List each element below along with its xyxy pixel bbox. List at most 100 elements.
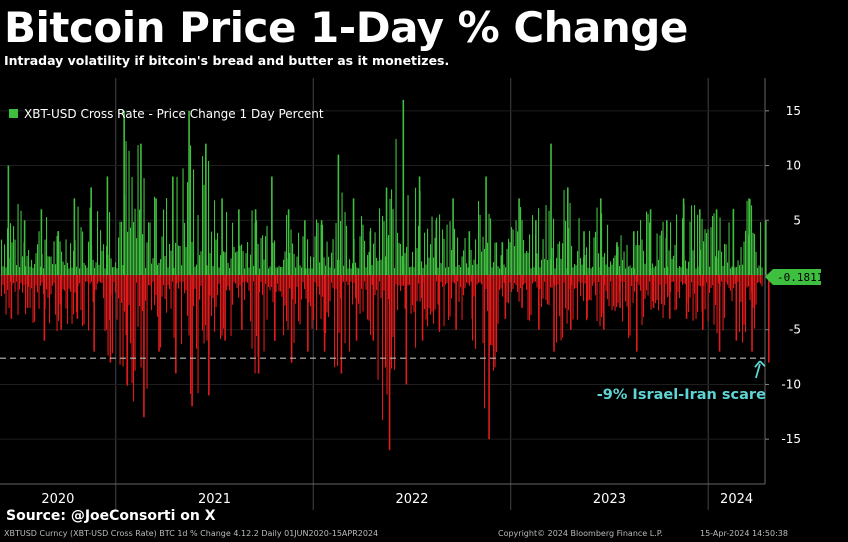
bar-positive bbox=[284, 251, 286, 275]
bar-negative bbox=[419, 275, 421, 302]
bar-positive bbox=[464, 238, 466, 275]
bar-positive bbox=[524, 253, 526, 275]
bar-positive bbox=[574, 264, 576, 275]
bar-negative bbox=[298, 275, 300, 322]
bar-positive bbox=[170, 250, 172, 275]
bar-positive bbox=[268, 268, 270, 275]
bar-negative bbox=[226, 275, 228, 291]
bar-negative bbox=[496, 275, 498, 353]
bar-negative bbox=[605, 275, 607, 292]
bar-negative bbox=[247, 275, 249, 283]
bar-negative bbox=[676, 275, 678, 310]
bar-positive bbox=[307, 239, 309, 275]
bar-positive bbox=[11, 242, 13, 275]
bar-positive bbox=[44, 239, 46, 275]
bar-negative bbox=[559, 275, 561, 317]
bar-positive bbox=[538, 208, 540, 275]
bar-positive bbox=[596, 207, 598, 275]
bar-positive bbox=[98, 264, 100, 275]
bar-positive bbox=[239, 245, 241, 275]
bar-positive bbox=[379, 208, 381, 275]
bar-negative bbox=[32, 275, 34, 323]
bar-positive bbox=[359, 236, 361, 275]
bar-positive bbox=[644, 263, 646, 275]
bar-positive bbox=[256, 220, 258, 275]
bar-negative bbox=[484, 275, 486, 409]
bar-negative bbox=[388, 275, 391, 451]
bar-negative bbox=[709, 275, 711, 294]
legend-label: XBT-USD Cross Rate - Price Change 1 Day … bbox=[24, 107, 324, 121]
bar-negative bbox=[601, 275, 603, 318]
bar-negative bbox=[76, 275, 79, 319]
bar-positive bbox=[188, 110, 190, 275]
bar-positive bbox=[752, 232, 754, 275]
bar-positive bbox=[218, 267, 220, 275]
bar-negative bbox=[568, 275, 570, 311]
bar-negative bbox=[347, 275, 349, 285]
bar-positive bbox=[521, 219, 523, 275]
bar-negative bbox=[289, 275, 291, 289]
bar-positive bbox=[47, 256, 49, 275]
bar-negative bbox=[334, 275, 336, 368]
bar-positive bbox=[209, 253, 211, 275]
chart-axis: 20202021202220232024151050-5-10-15-0.181… bbox=[41, 104, 823, 507]
bar-positive bbox=[123, 110, 125, 275]
bar-positive bbox=[659, 235, 661, 275]
bar-negative bbox=[455, 275, 457, 330]
bar-negative bbox=[10, 275, 12, 282]
bar-positive bbox=[130, 227, 132, 275]
bar-negative bbox=[697, 275, 699, 313]
bar-positive bbox=[605, 264, 607, 275]
bar-positive bbox=[160, 259, 162, 275]
bar-negative bbox=[511, 275, 513, 293]
bar-positive bbox=[680, 267, 682, 275]
bar-negative bbox=[599, 275, 601, 327]
bar-positive bbox=[310, 256, 312, 275]
bar-negative bbox=[323, 275, 326, 352]
bar-negative bbox=[82, 275, 84, 327]
bar-positive bbox=[109, 212, 111, 275]
bar-negative bbox=[104, 275, 106, 332]
bar-positive bbox=[25, 266, 27, 275]
bar-negative bbox=[245, 275, 247, 282]
bar-positive bbox=[269, 266, 271, 275]
bar-negative bbox=[202, 275, 204, 331]
bar-positive bbox=[29, 266, 31, 275]
bar-negative bbox=[86, 275, 88, 282]
bar-positive bbox=[562, 243, 564, 275]
bar-positive bbox=[743, 241, 745, 275]
bar-negative bbox=[572, 275, 574, 320]
bar-positive bbox=[442, 229, 444, 275]
bar-positive bbox=[110, 258, 112, 275]
bar-negative bbox=[614, 275, 616, 312]
bar-negative bbox=[167, 275, 169, 285]
bar-negative bbox=[364, 275, 366, 282]
footer-left: XBTUSD Curncy (XBT-USD Cross Rate) BTC 1… bbox=[4, 529, 379, 538]
bar-positive bbox=[554, 268, 556, 275]
bar-positive bbox=[263, 259, 265, 275]
bar-positive bbox=[703, 241, 705, 275]
bar-negative bbox=[592, 275, 594, 286]
bar-positive bbox=[248, 267, 250, 275]
bar-positive bbox=[446, 224, 448, 275]
bar-negative bbox=[379, 275, 381, 282]
bar-positive bbox=[595, 231, 597, 275]
bar-negative bbox=[227, 275, 229, 287]
bar-positive bbox=[709, 266, 711, 275]
bar-positive bbox=[232, 222, 234, 275]
bar-positive bbox=[404, 252, 406, 275]
bar-negative bbox=[674, 275, 676, 311]
bar-positive bbox=[548, 210, 550, 275]
bar-negative bbox=[212, 275, 214, 299]
bar-negative bbox=[563, 275, 565, 283]
bar-positive bbox=[452, 198, 454, 275]
bar-positive bbox=[515, 220, 517, 275]
bar-positive bbox=[323, 257, 325, 275]
bar-negative bbox=[398, 275, 400, 286]
bar-negative bbox=[677, 275, 679, 293]
bar-negative bbox=[631, 275, 633, 287]
bar-positive bbox=[401, 255, 403, 275]
bar-positive bbox=[140, 143, 142, 275]
bar-negative bbox=[278, 275, 280, 292]
bar-negative bbox=[253, 275, 255, 282]
